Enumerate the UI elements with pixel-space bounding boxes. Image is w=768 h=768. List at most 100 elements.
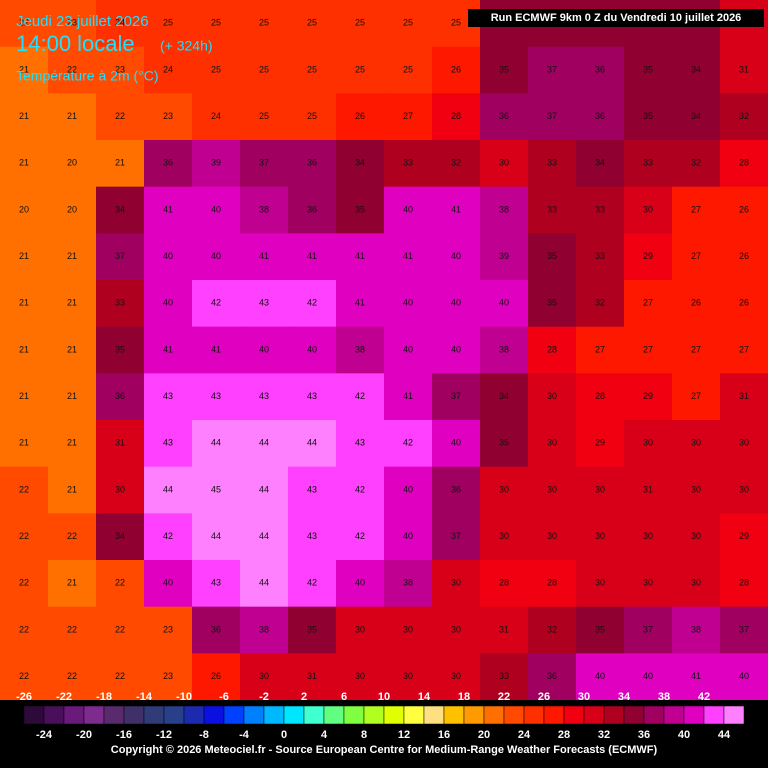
temperature-cell: [480, 186, 529, 234]
temperature-label: 25: [403, 18, 413, 28]
temperature-cell: [432, 466, 481, 514]
temperature-label: 36: [307, 158, 317, 168]
temperature-cell: [48, 653, 97, 701]
temperature-cell: [240, 280, 289, 328]
temperature-cell: [336, 186, 385, 234]
temperature-label: 38: [403, 578, 413, 588]
temperature-cell: [384, 373, 433, 421]
temperature-cell: [624, 420, 673, 468]
temperature-label: 29: [643, 391, 653, 401]
temperature-label: 30: [451, 671, 461, 681]
temperature-cell: [720, 466, 768, 514]
temperature-label: 25: [355, 18, 365, 28]
temperature-label: 31: [739, 64, 749, 74]
legend-label: 10: [378, 691, 390, 703]
temperature-cell: [432, 373, 481, 421]
temperature-label: 40: [643, 671, 653, 681]
temperature-label: 38: [259, 624, 269, 634]
temperature-cell: [240, 233, 289, 281]
temperature-cell: [624, 140, 673, 188]
temperature-label: 23: [163, 671, 173, 681]
temperature-label: 33: [115, 298, 125, 308]
temperature-cell: [144, 373, 193, 421]
legend-label: -20: [76, 729, 92, 741]
temperature-label: 22: [67, 671, 77, 681]
temperature-label: 20: [19, 204, 29, 214]
legend-swatch: [23, 705, 45, 725]
temperature-label: 27: [691, 391, 701, 401]
temperature-cell: [192, 513, 241, 561]
temperature-label: 41: [163, 204, 173, 214]
temperature-label: 21: [67, 391, 77, 401]
temperature-cell: [0, 186, 49, 234]
temperature-label: 30: [355, 671, 365, 681]
temperature-cell: [96, 653, 145, 701]
temperature-label: 25: [355, 64, 365, 74]
temperature-label: 33: [499, 671, 509, 681]
temperature-cell: [480, 513, 529, 561]
temperature-cell: [192, 280, 241, 328]
temperature-label: 43: [307, 484, 317, 494]
temperature-cell: [672, 186, 721, 234]
temperature-label: 40: [211, 251, 221, 261]
temperature-label: 32: [691, 158, 701, 168]
temperature-cell: [240, 140, 289, 188]
temperature-cell: [48, 280, 97, 328]
temperature-label: 35: [643, 111, 653, 121]
temperature-cell: [432, 140, 481, 188]
temperature-label: 25: [259, 111, 269, 121]
temperature-label: 36: [211, 624, 221, 634]
temperature-cell: [528, 373, 577, 421]
temperature-label: 39: [211, 158, 221, 168]
temperature-cell: [192, 0, 241, 48]
temperature-cell: [48, 326, 97, 374]
temperature-cell: [528, 280, 577, 328]
temperature-cell: [624, 373, 673, 421]
legend-swatch: [323, 705, 345, 725]
temperature-cell: [720, 233, 768, 281]
legend-swatch: [223, 705, 245, 725]
temperature-label: 25: [259, 64, 269, 74]
temperature-label: 43: [259, 298, 269, 308]
temperature-cell: [432, 653, 481, 701]
temperature-label: 39: [499, 251, 509, 261]
temperature-label: 24: [211, 111, 221, 121]
temperature-label: 30: [451, 624, 461, 634]
legend-label: -22: [56, 691, 72, 703]
temperature-label: 30: [115, 484, 125, 494]
legend-swatch: [503, 705, 525, 725]
temperature-cell: [528, 560, 577, 608]
legend-label: 36: [638, 729, 650, 741]
temperature-label: 37: [451, 531, 461, 541]
temperature-label: 43: [307, 391, 317, 401]
temperature-label: 21: [115, 158, 125, 168]
temperature-label: 37: [259, 158, 269, 168]
temperature-cell: [288, 0, 337, 48]
temperature-label: 30: [355, 624, 365, 634]
legend-swatch: [183, 705, 205, 725]
legend-label: 18: [458, 691, 470, 703]
temperature-cell: [480, 420, 529, 468]
temperature-cell: [480, 466, 529, 514]
temperature-cell: [384, 420, 433, 468]
temperature-label: 25: [211, 18, 221, 28]
temperature-cell: [432, 93, 481, 141]
temperature-cell: [480, 93, 529, 141]
temperature-label: 28: [499, 578, 509, 588]
temperature-cell: [528, 606, 577, 654]
temperature-cell: [240, 466, 289, 514]
temperature-cell: [672, 560, 721, 608]
temperature-cell: [144, 0, 193, 48]
temperature-cell: [0, 326, 49, 374]
temperature-cell: [96, 280, 145, 328]
legend-label: -14: [136, 691, 153, 703]
temperature-cell: [48, 140, 97, 188]
legend-label: 38: [658, 691, 670, 703]
temperature-label: 42: [355, 531, 365, 541]
temperature-label: 30: [547, 531, 557, 541]
legend-swatch: [623, 705, 645, 725]
temperature-cell: [576, 653, 625, 701]
temperature-cell: [432, 233, 481, 281]
temperature-label: 35: [115, 344, 125, 354]
temperature-label: 22: [115, 671, 125, 681]
